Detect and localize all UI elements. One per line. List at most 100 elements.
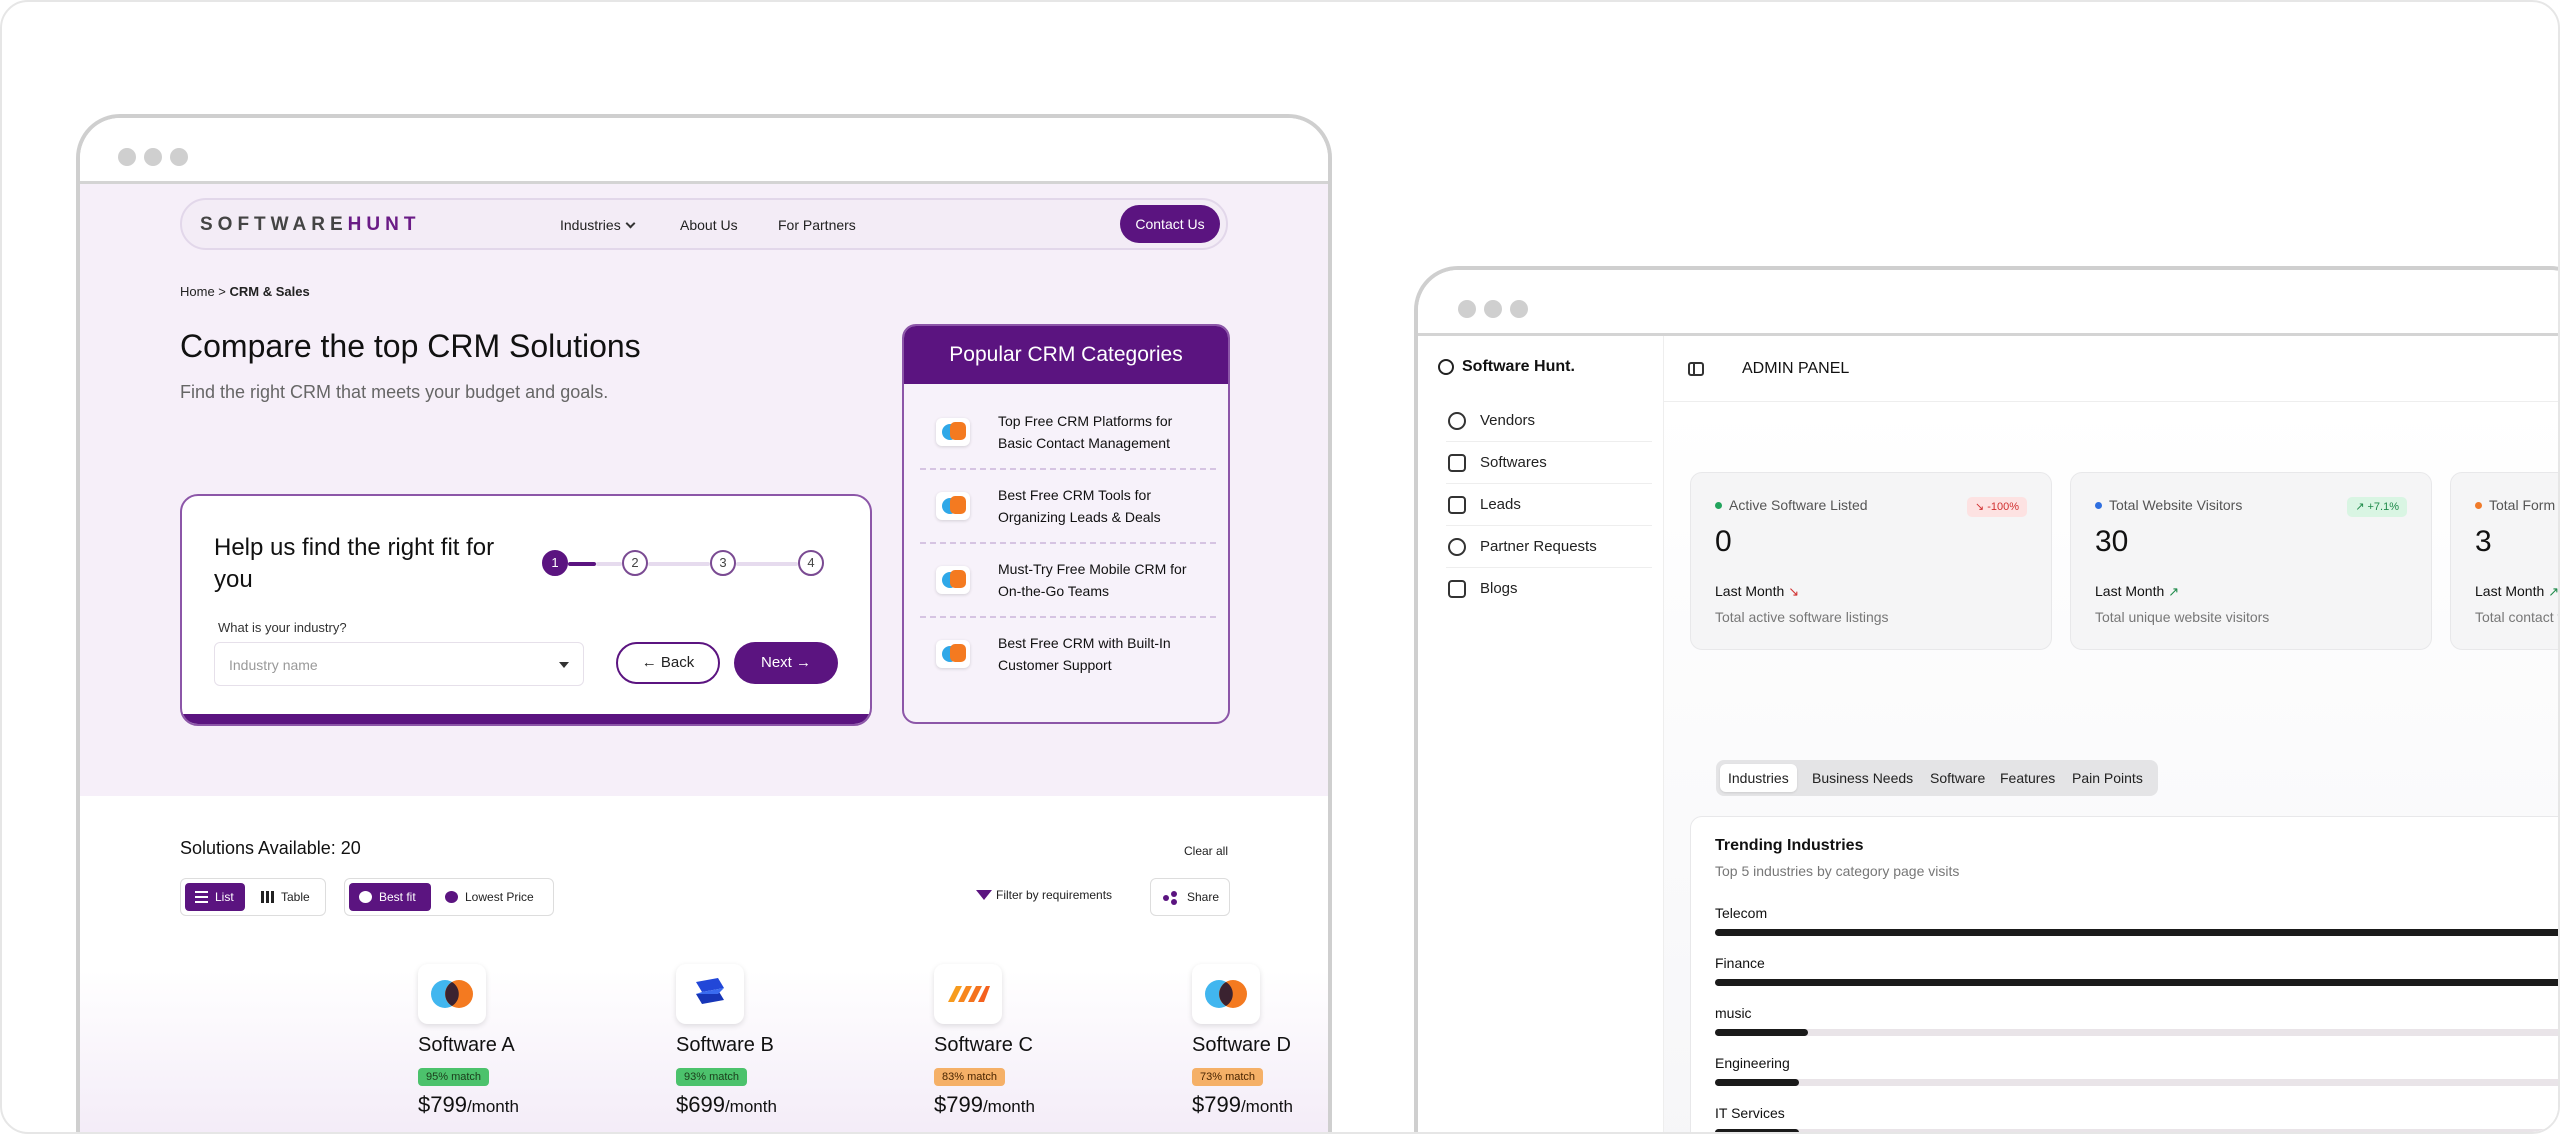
price-value: $799 — [418, 1092, 467, 1117]
sidebar-item-softwares[interactable]: Softwares — [1446, 442, 1652, 484]
admin-panel-title: ADMIN PANEL — [1742, 360, 1850, 377]
sidebar-label: Softwares — [1480, 454, 1547, 471]
tab-business-needs[interactable]: Business Needs — [1812, 770, 1914, 786]
brand-text: Software Hunt. — [1462, 358, 1575, 375]
filter-requirements-link[interactable]: Filter by requirements — [976, 888, 1112, 902]
sidebar-item-blogs[interactable]: Blogs — [1446, 568, 1652, 610]
tab-industries[interactable]: Industries — [1720, 764, 1797, 792]
stat-period: Last Month ↘ — [1715, 583, 1799, 600]
wizard-title: Help us find the right fit for you — [214, 534, 495, 593]
step-2[interactable]: 2 — [622, 550, 648, 576]
step-connector — [648, 562, 710, 566]
nav-industries[interactable]: Industries — [560, 217, 636, 233]
tab-features[interactable]: Features — [2000, 770, 2056, 786]
software-logo-icon — [1192, 964, 1260, 1024]
industry-select[interactable]: Industry name — [214, 642, 584, 686]
window-dot-icon — [1458, 300, 1476, 318]
period-text: Last Month — [2475, 583, 2545, 599]
sort-best-label: Best fit — [379, 890, 416, 904]
software-card[interactable]: Software A 95% match $799/month — [418, 964, 598, 1132]
industry-label: Telecom — [1715, 905, 1768, 921]
sort-best-fit-button[interactable]: Best fit — [349, 883, 431, 911]
stat-label: Total Website Visitors — [2095, 497, 2242, 513]
back-button[interactable]: ← Back — [616, 642, 720, 684]
grid-icon — [1448, 454, 1466, 472]
category-label: Must-Try Free Mobile CRM for On-the-Go T… — [998, 561, 1187, 599]
category-icon — [936, 640, 972, 670]
breadcrumb-home[interactable]: Home — [180, 284, 215, 299]
software-card[interactable]: Software C 83% match $799/month — [934, 964, 1114, 1132]
industry-bar-track — [1715, 1029, 2558, 1036]
status-dot-icon — [1715, 502, 1722, 509]
sidebar-item-partner-requests[interactable]: Partner Requests — [1446, 526, 1652, 568]
industry-bar-track — [1715, 929, 2558, 936]
change-value: -100% — [1987, 501, 2019, 513]
category-tabs: Industries Business Needs Software Featu… — [1716, 760, 2158, 796]
admin-brand[interactable]: Software Hunt. — [1438, 358, 1575, 376]
software-price: $799/month — [1192, 1092, 1293, 1118]
logo-text-a: SOFTWARE — [200, 214, 348, 235]
sidebar-label: Vendors — [1480, 412, 1536, 429]
category-item[interactable]: Best Free CRM Tools for Organizing Leads… — [920, 470, 1216, 544]
chevron-down-icon — [625, 218, 636, 229]
category-item[interactable]: Best Free CRM with Built-In Customer Sup… — [920, 618, 1216, 692]
change-value: +7.1% — [2367, 501, 2400, 513]
clear-all-link[interactable]: Clear all — [1184, 844, 1229, 858]
category-item[interactable]: Top Free CRM Platforms for Basic Contact… — [920, 396, 1216, 470]
breadcrumb-current: CRM & Sales — [229, 284, 310, 299]
stat-description: Total active software listings — [1715, 609, 1889, 625]
funnel-icon — [976, 890, 992, 900]
trend-up-icon: ↗ — [2548, 584, 2560, 599]
price-value: $799 — [1192, 1092, 1241, 1117]
site-logo[interactable]: SOFTWAREHUNT — [200, 214, 420, 236]
trending-title: Trending Industries — [1715, 837, 1864, 854]
share-icon — [1163, 891, 1177, 905]
results-section: Solutions Available: 20 Clear all List T… — [80, 796, 1328, 1132]
industry-bar-track — [1715, 1129, 2558, 1132]
view-table-button[interactable]: Table — [251, 883, 321, 911]
sort-toggle: Best fit Lowest Price — [344, 878, 554, 916]
software-logo-icon — [418, 964, 486, 1024]
match-badge: 83% match — [934, 1068, 1006, 1086]
sort-lowest-price-button[interactable]: Lowest Price — [435, 883, 551, 911]
industry-label: music — [1715, 1005, 1752, 1021]
stat-value: 0 — [1715, 525, 1732, 558]
sidebar-label: Blogs — [1480, 580, 1518, 597]
step-1[interactable]: 1 — [542, 550, 568, 576]
sidebar-item-vendors[interactable]: Vendors — [1446, 400, 1652, 442]
sidebar-label: Leads — [1480, 496, 1521, 513]
price-period: /month — [724, 1097, 777, 1116]
step-3[interactable]: 3 — [710, 550, 736, 576]
trend-down-icon: ↘ — [1788, 584, 1800, 599]
status-dot-icon — [2475, 502, 2482, 509]
admin-sidebar: Software Hunt. Vendors Softwares Leads P… — [1418, 336, 1664, 1132]
browser-window-site: SOFTWAREHUNT Industries About Us For Par… — [76, 114, 1332, 1132]
step-connector — [568, 562, 596, 566]
industry-bar-track — [1715, 1079, 2558, 1086]
software-card[interactable]: Software D 73% match $799/month — [1192, 964, 1328, 1132]
contact-us-button[interactable]: Contact Us — [1120, 205, 1220, 243]
sidebar-toggle-icon[interactable] — [1688, 362, 1704, 376]
stat-card: Total Website Visitors ↗ +7.1% 30 Last M… — [2070, 472, 2432, 650]
wizard-stepper: 1 2 3 4 — [542, 550, 842, 578]
sidebar-item-leads[interactable]: Leads — [1446, 484, 1652, 526]
step-4[interactable]: 4 — [798, 550, 824, 576]
category-label: Best Free CRM with Built-In Customer Sup… — [998, 635, 1171, 673]
next-button[interactable]: Next → — [734, 642, 838, 684]
trend-down-icon: ↘ — [1974, 501, 1988, 513]
share-button[interactable]: Share — [1150, 878, 1230, 916]
nav-partners[interactable]: For Partners — [778, 217, 856, 233]
layers-logo-icon — [676, 964, 744, 1024]
stat-period: Last Month ↗ — [2475, 583, 2560, 600]
match-badge: 93% match — [676, 1068, 748, 1086]
tab-pain-points[interactable]: Pain Points — [2072, 770, 2143, 786]
nav-about[interactable]: About Us — [680, 217, 738, 233]
arrow-right-icon: → — [791, 654, 811, 671]
sort-price-label: Lowest Price — [465, 890, 534, 904]
view-list-button[interactable]: List — [185, 883, 245, 911]
software-price: $699/month — [676, 1092, 777, 1118]
category-item[interactable]: Must-Try Free Mobile CRM for On-the-Go T… — [920, 544, 1216, 618]
software-card[interactable]: Software B 93% match $699/month — [676, 964, 856, 1132]
view-list-label: List — [215, 890, 234, 904]
tab-software[interactable]: Software — [1930, 770, 1986, 786]
